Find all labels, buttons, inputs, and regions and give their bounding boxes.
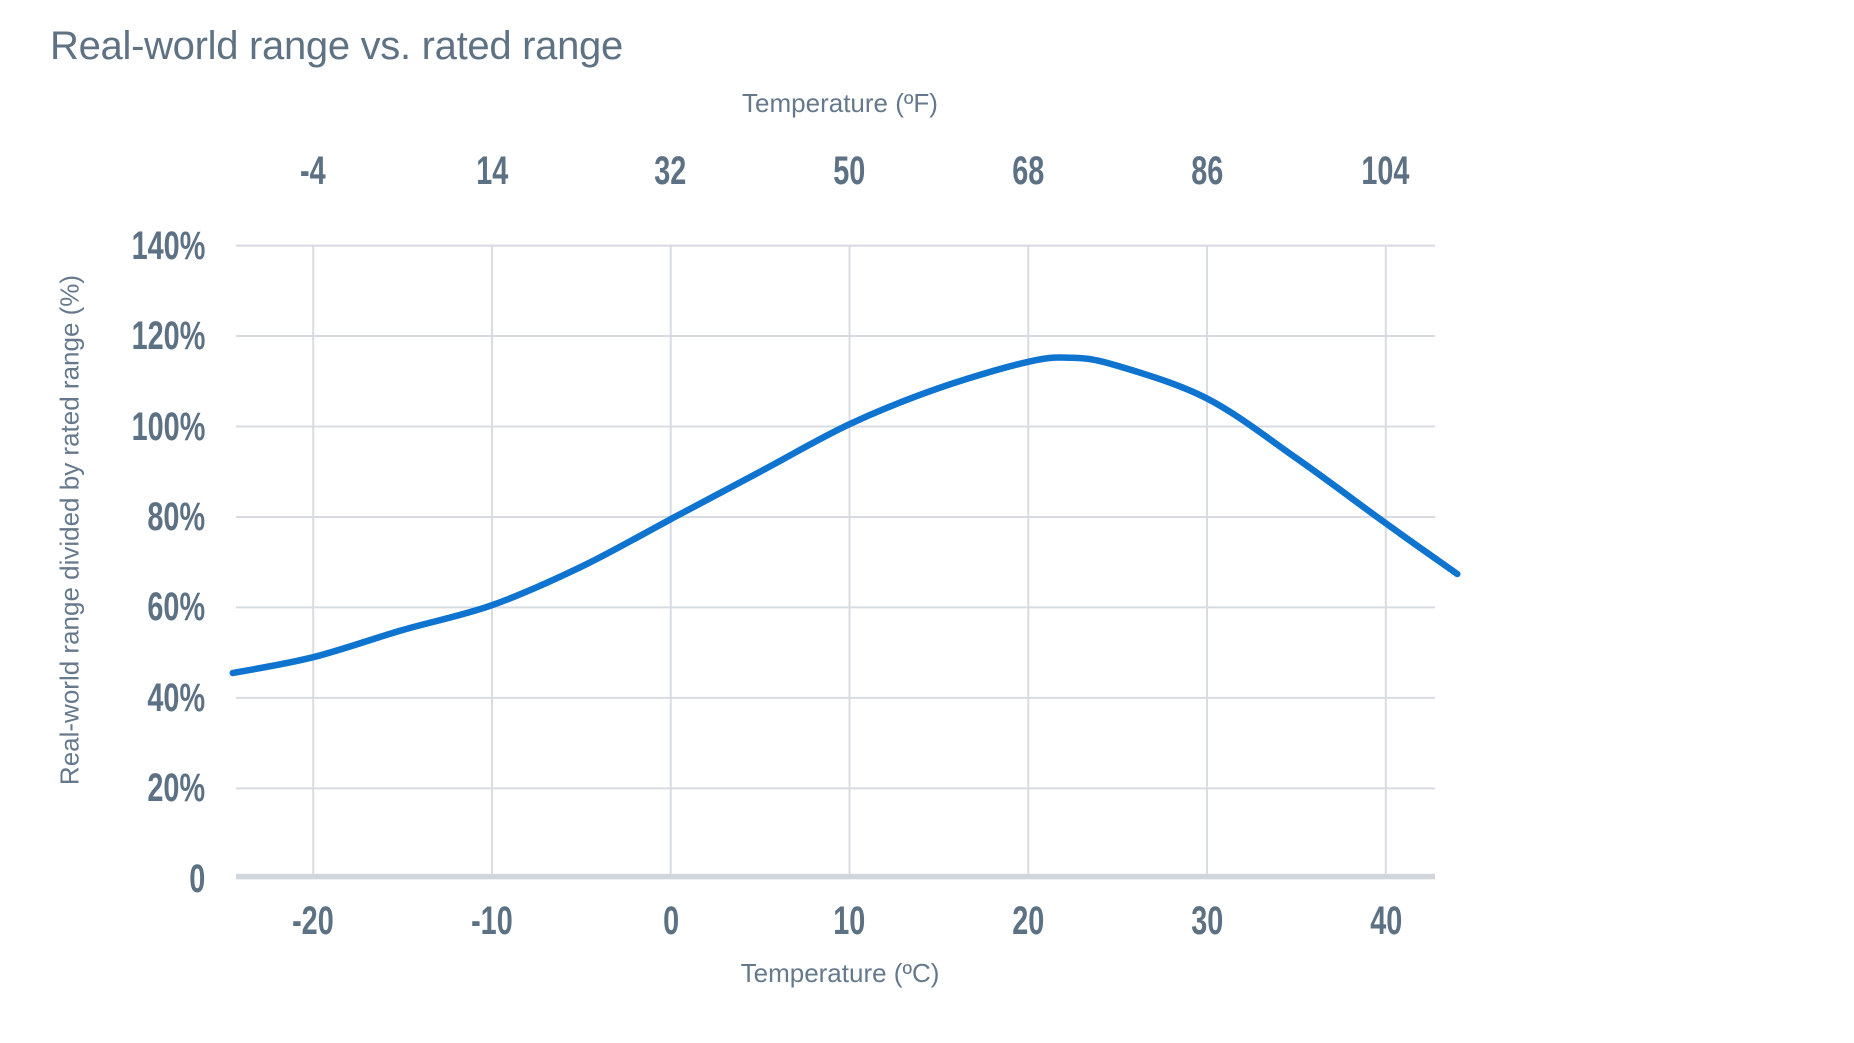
bottom-axis-title: Temperature (ºC) — [740, 958, 940, 988]
vertical-gridlines — [312, 245, 1387, 874]
page-title: Real-world range vs. rated range — [50, 24, 623, 68]
y-tick-label: 100% — [131, 404, 205, 449]
bottom-axis-line — [236, 873, 1435, 880]
x-tick-label-fahrenheit: 104 — [1361, 149, 1410, 193]
range-curve — [229, 354, 1461, 677]
y-tick-label: 140% — [131, 223, 205, 268]
x-tick-label-fahrenheit: -4 — [300, 149, 326, 193]
x-tick-label-celsius: 40 — [1369, 899, 1402, 943]
x-tick-label-fahrenheit: 86 — [1191, 149, 1224, 193]
x-tick-label-celsius: -20 — [292, 899, 334, 943]
y-tick-label: 0 — [188, 856, 205, 901]
x-tick-label-fahrenheit: 68 — [1012, 149, 1045, 193]
x-tick-label-fahrenheit: 32 — [654, 149, 687, 193]
x-tick-label-celsius: 10 — [833, 899, 866, 943]
y-tick-label: 120% — [131, 314, 205, 359]
horizontal-gridlines — [236, 244, 1435, 790]
top-axis-title: Temperature (ºF) — [742, 88, 938, 118]
x-tick-label-fahrenheit: 14 — [475, 149, 508, 193]
y-tick-label: 40% — [147, 675, 205, 720]
y-tick-label: 80% — [147, 494, 205, 539]
y-tick-label: 60% — [147, 585, 205, 630]
x-tick-label-celsius: 0 — [662, 899, 679, 943]
x-tick-label-celsius: -10 — [471, 899, 513, 943]
x-tick-label-celsius: 30 — [1191, 899, 1224, 943]
x-tick-label-fahrenheit: 50 — [833, 149, 866, 193]
x-tick-label-celsius: 20 — [1012, 899, 1045, 943]
y-tick-label: 20% — [147, 766, 205, 811]
